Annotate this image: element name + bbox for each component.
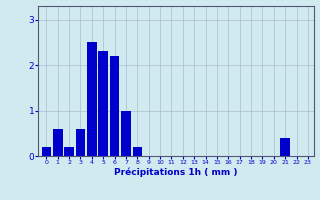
Bar: [121, 111, 131, 156]
Bar: [42, 147, 51, 156]
Bar: [76, 129, 85, 156]
Bar: [53, 129, 63, 156]
Bar: [64, 147, 74, 156]
Bar: [87, 42, 97, 156]
Bar: [98, 51, 108, 156]
Bar: [110, 56, 119, 156]
Bar: [280, 138, 290, 156]
X-axis label: Précipitations 1h ( mm ): Précipitations 1h ( mm ): [114, 168, 238, 177]
Bar: [132, 147, 142, 156]
